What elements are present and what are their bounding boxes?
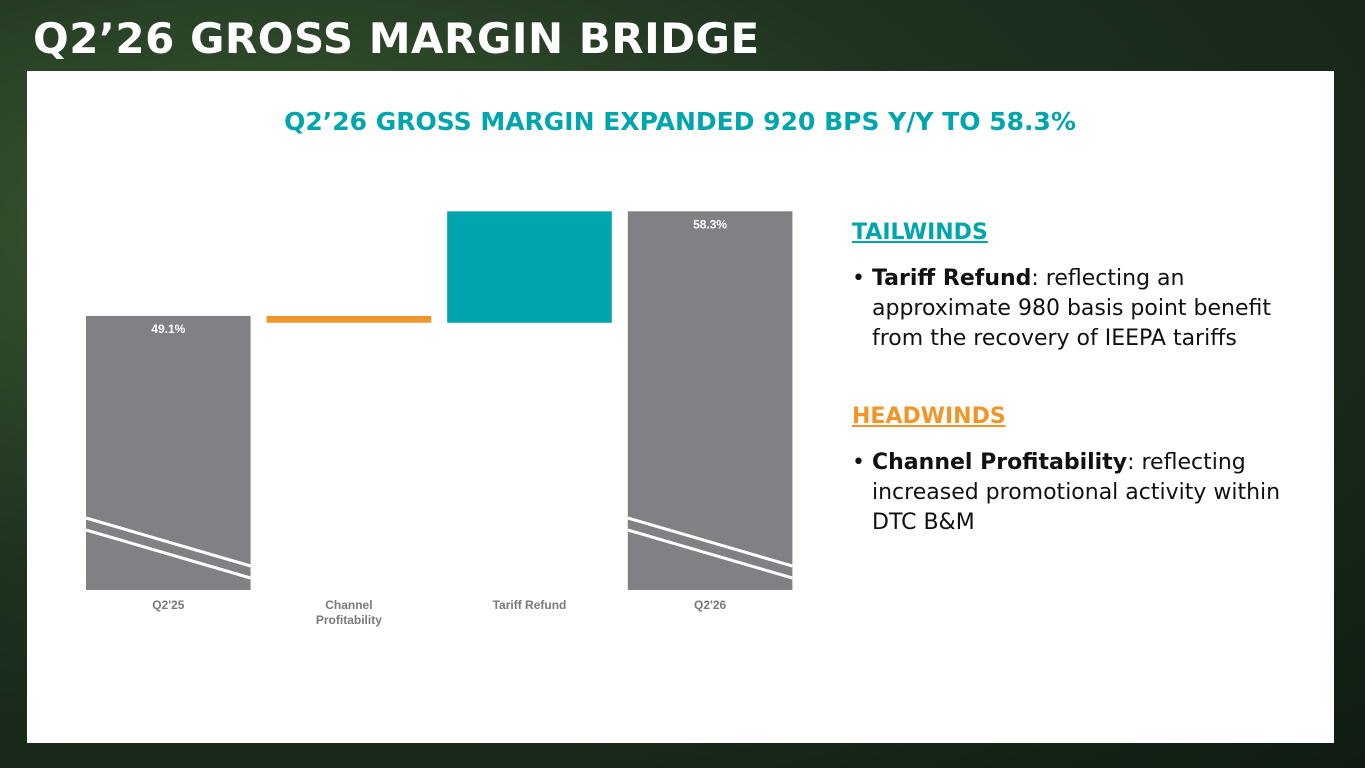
bullet-term: Channel Profitability xyxy=(872,450,1128,475)
axis-break xyxy=(85,516,252,568)
notes: TAILWINDS Tariff Refund: reflecting an ap… xyxy=(852,218,1302,586)
bullet-item: Tariff Refund: reflecting an approximate… xyxy=(852,264,1302,354)
value-label: 49.1% xyxy=(151,322,185,336)
value-label: 58.3% xyxy=(693,218,727,232)
bar xyxy=(266,315,432,323)
slide-title: Q2’26 GROSS MARGIN BRIDGE xyxy=(33,14,760,63)
axis-break xyxy=(627,528,793,580)
axis-break xyxy=(627,516,793,568)
section-heading: HEADWINDS xyxy=(852,404,1006,429)
bar xyxy=(86,315,251,590)
section-heading: TAILWINDS xyxy=(852,220,988,245)
bar xyxy=(447,211,612,323)
x-tick-label: Q2'25 xyxy=(152,598,185,612)
bullet-text: : reflecting increased promotional activ… xyxy=(872,450,1281,535)
axis-break xyxy=(85,528,252,580)
x-tick-label: Tariff Refund xyxy=(492,598,567,612)
bullet-term: Tariff Refund xyxy=(872,266,1032,291)
x-tick-label: Q2'26 xyxy=(693,598,727,612)
x-tick-label: Channel Profitability xyxy=(315,598,382,627)
bullet-text: : reflecting an approximate 980 basis po… xyxy=(872,266,1271,351)
bullet-item: Channel Profitability: reflecting increa… xyxy=(852,448,1302,538)
bar xyxy=(627,211,793,590)
chart-title: Q2’26 GROSS MARGIN EXPANDED 920 BPS Y/Y … xyxy=(284,107,1076,136)
